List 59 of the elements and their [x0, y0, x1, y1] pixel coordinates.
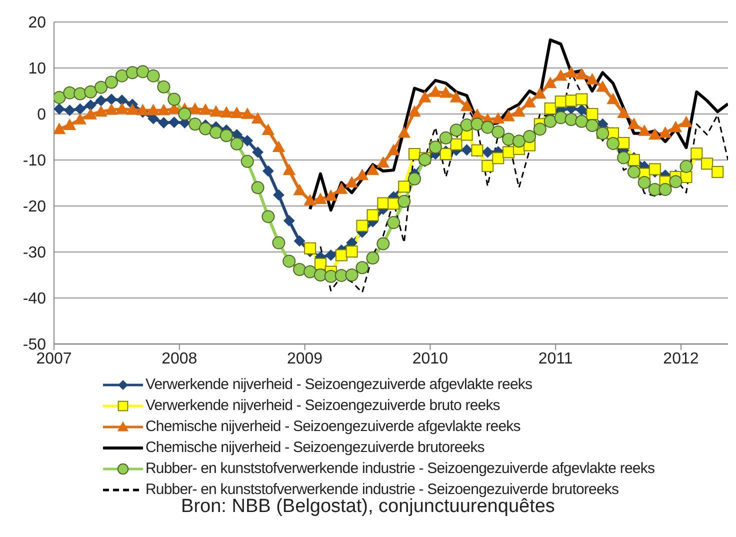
- point: [544, 102, 556, 114]
- point: [628, 154, 640, 166]
- point: [346, 246, 358, 258]
- point: [408, 148, 421, 160]
- legend-label: Rubber- en kunststofverwerkende industrie - Seizoengezuiverde brutoreeks: [145, 481, 619, 498]
- point: [482, 146, 494, 158]
- point: [273, 189, 284, 200]
- text: Bron: NBB (Belgostat), conjunctuurenquêtes: [180, 496, 556, 518]
- y-tick-label: 20: [28, 14, 46, 32]
- point: [64, 104, 76, 116]
- point: [440, 148, 452, 160]
- point: [168, 116, 180, 128]
- point: [74, 103, 86, 114]
- point: [54, 103, 65, 114]
- point: [242, 135, 253, 146]
- x-tick-label: 2007: [36, 350, 72, 368]
- x-tick-label: 2012: [663, 350, 699, 368]
- point: [618, 136, 630, 149]
- point: [492, 152, 504, 164]
- point: [262, 166, 274, 177]
- point: [116, 94, 128, 106]
- point: [284, 215, 295, 226]
- point: [482, 160, 494, 172]
- point: [388, 198, 400, 210]
- point: [450, 138, 462, 150]
- point: [304, 242, 316, 254]
- legend-label: Verwerkende nijverheid - Seizoengezuiverde afgevlakte reeks: [145, 376, 532, 393]
- y-tick-label: -10: [22, 152, 46, 170]
- point: [461, 144, 472, 156]
- x-tick-label: 2011: [538, 350, 573, 368]
- y-tick-label: -20: [22, 198, 46, 216]
- point: [252, 146, 264, 158]
- point: [586, 108, 598, 120]
- point: [96, 95, 107, 106]
- point: [294, 235, 306, 246]
- y-tick-label: -40: [22, 290, 46, 308]
- point: [325, 250, 336, 261]
- legend-label: Chemische nijverheid - Seizoengezuiverde afgevlakte reeks: [145, 418, 520, 435]
- legend-label: Rubber- en kunststofverwerkende industrie - Seizoengezuiverde afgevlakte reeks: [145, 460, 655, 477]
- point: [85, 100, 96, 111]
- point: [335, 249, 348, 262]
- point: [356, 220, 368, 232]
- x-tick-label: 2010: [412, 350, 448, 368]
- y-tick-label: 10: [28, 60, 46, 78]
- point: [648, 163, 661, 176]
- point: [690, 148, 703, 160]
- y-tick-label: -30: [22, 244, 46, 262]
- point: [576, 104, 588, 116]
- legend-label: Verwerkende nijverheid - Seizoengezuiverde bruto reeks: [145, 397, 500, 414]
- point: [712, 166, 724, 178]
- point: [106, 94, 117, 105]
- point: [158, 117, 170, 128]
- legend-label: Chemische nijverheid - Seizoengezuiverde brutoreeks: [145, 439, 484, 456]
- x-tick-label: 2009: [286, 350, 323, 368]
- x-tick-label: 2008: [162, 350, 198, 368]
- point: [366, 209, 379, 222]
- point: [576, 93, 588, 106]
- y-tick-label: 0: [37, 106, 46, 124]
- point: [701, 158, 714, 170]
